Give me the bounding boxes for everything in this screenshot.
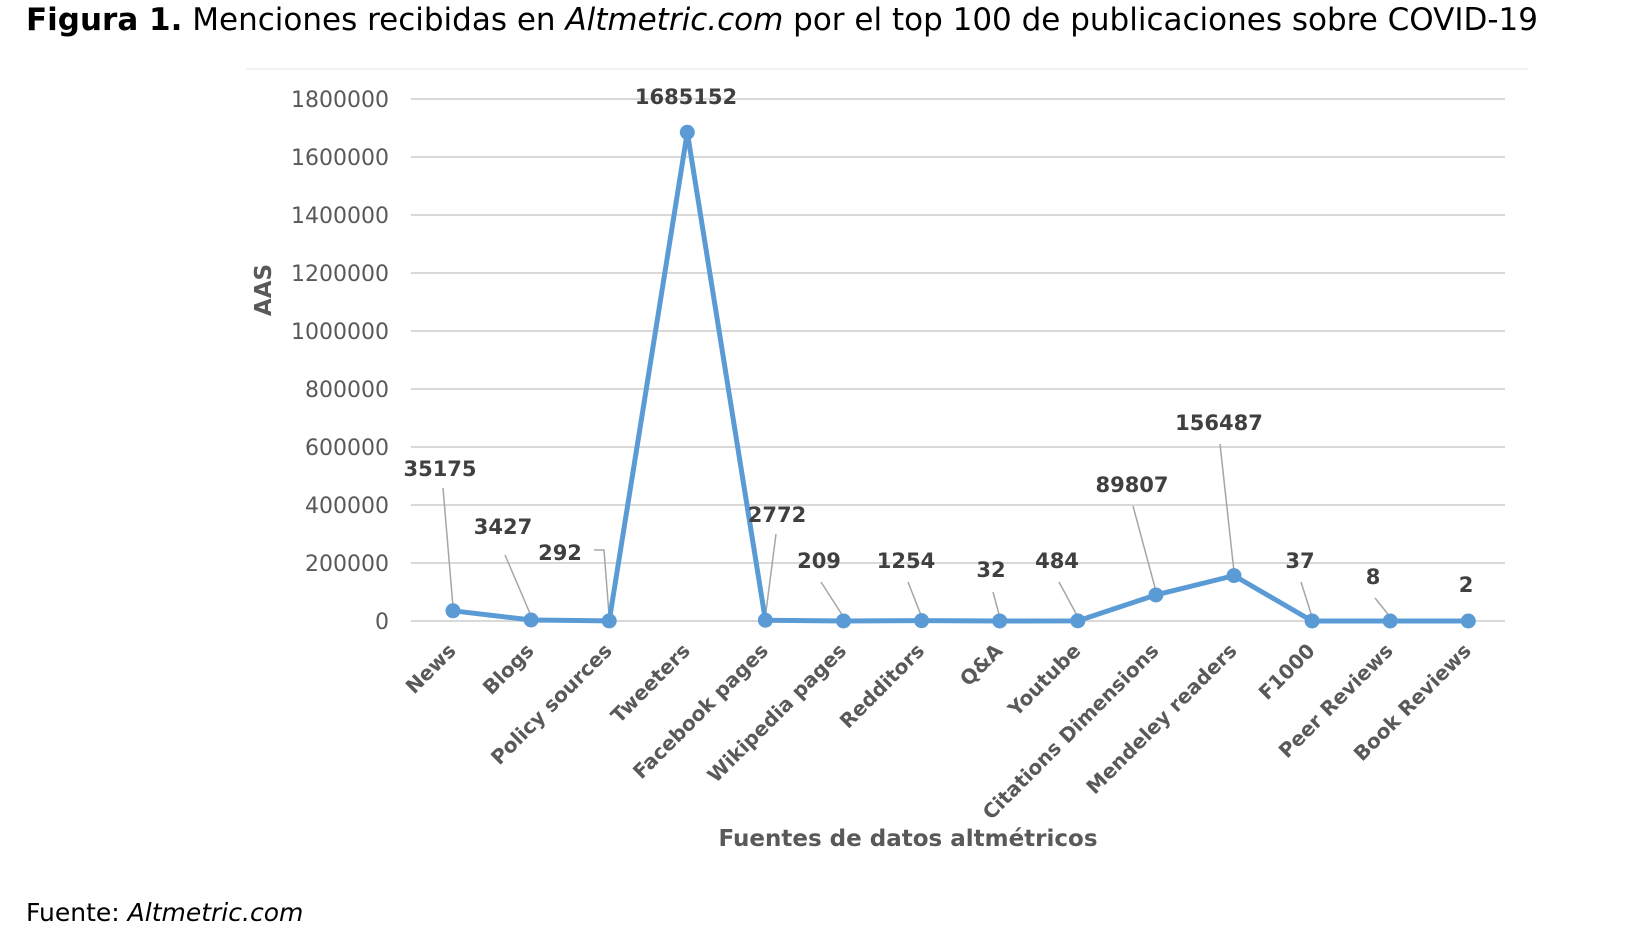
- data-label: 292: [538, 541, 582, 565]
- data-point: [992, 613, 1008, 629]
- data-label: 209: [797, 549, 841, 573]
- data-label: 8: [1366, 565, 1381, 589]
- caption-text-after: por el top 100 de publicaciones sobre CO…: [783, 2, 1538, 38]
- series-line: [452, 129, 1469, 624]
- data-label: 156487: [1175, 411, 1263, 435]
- data-point: [1460, 613, 1476, 629]
- leader-line: [1132, 505, 1157, 592]
- data-point: [1148, 587, 1164, 603]
- y-tick-label: 400000: [305, 494, 389, 519]
- x-tick-label: News: [401, 639, 461, 699]
- data-points: [445, 124, 1476, 629]
- y-tick-label: 1400000: [291, 204, 389, 229]
- caption-text-before: Menciones recibidas en: [182, 2, 566, 38]
- data-point: [679, 124, 695, 140]
- data-point: [1304, 613, 1320, 629]
- data-label: 1254: [877, 549, 935, 573]
- y-axis-title: AAS: [251, 264, 277, 316]
- x-tick-label: Q&A: [955, 638, 1008, 691]
- leader-line: [764, 533, 777, 617]
- x-tick-label: F1000: [1254, 639, 1320, 705]
- data-point: [836, 613, 851, 629]
- data-label: 2: [1459, 573, 1474, 597]
- leader-line: [992, 591, 1001, 618]
- y-tick-label: 600000: [305, 436, 389, 461]
- x-tick-label: Facebook pages: [628, 639, 773, 784]
- leader-line: [907, 581, 923, 617]
- x-axis-title: Fuentes de datos altmétricos: [718, 826, 1097, 852]
- y-tick-label: 1800000: [291, 88, 389, 113]
- line-chart: 0 200000 400000 600000 800000 1000000 1200000 1…: [246, 68, 1528, 852]
- data-point: [601, 613, 617, 629]
- x-tick-label: Wikipedia pages: [702, 639, 851, 788]
- y-tick-label: 1000000: [291, 320, 389, 345]
- data-point: [445, 603, 461, 619]
- data-point: [1070, 613, 1086, 629]
- leader-lines: [442, 443, 1391, 618]
- data-point: [757, 612, 773, 628]
- data-point: [1382, 613, 1398, 629]
- leader-line: [1374, 597, 1391, 618]
- data-point: [914, 613, 930, 629]
- y-tick-label: 1600000: [291, 146, 389, 171]
- source-name: Altmetric.com: [127, 898, 304, 927]
- data-label: 32: [976, 558, 1005, 582]
- x-tick-label: Blogs: [478, 639, 539, 700]
- data-label: 2772: [748, 503, 806, 527]
- data-label: 89807: [1095, 473, 1168, 497]
- data-label: 484: [1035, 549, 1079, 573]
- leader-line: [504, 554, 532, 617]
- x-tick-label: Mendeley readers: [1081, 639, 1241, 799]
- figure-caption: Figura 1. Menciones recibidas en Altmetr…: [26, 2, 1538, 38]
- data-label: 3427: [474, 515, 532, 539]
- y-tick-label: 200000: [305, 552, 389, 577]
- data-label: 1685152: [635, 85, 737, 109]
- source-note: Fuente: Altmetric.com: [26, 898, 303, 927]
- leader-line: [594, 549, 610, 617]
- leader-line: [820, 581, 845, 618]
- data-label: 35175: [403, 457, 476, 481]
- y-tick-label: 1200000: [291, 262, 389, 287]
- data-label: 37: [1285, 549, 1314, 573]
- leader-line: [442, 487, 454, 607]
- x-tick-label: Redditors: [835, 639, 929, 733]
- y-tick-label: 0: [375, 610, 389, 635]
- data-point: [523, 612, 539, 628]
- caption-italic: Altmetric.com: [565, 2, 784, 38]
- source-label: Fuente:: [26, 898, 128, 927]
- y-tick-label: 800000: [305, 378, 389, 403]
- x-tick-label: Youtube: [1002, 639, 1085, 722]
- leader-line: [1058, 581, 1079, 618]
- leader-line: [1219, 443, 1235, 572]
- data-point: [1226, 568, 1242, 584]
- leader-line: [1300, 581, 1313, 618]
- caption-prefix: Figura 1.: [26, 2, 183, 38]
- y-tick-labels: 0 200000 400000 600000 800000 1000000 1200000 1…: [291, 88, 389, 635]
